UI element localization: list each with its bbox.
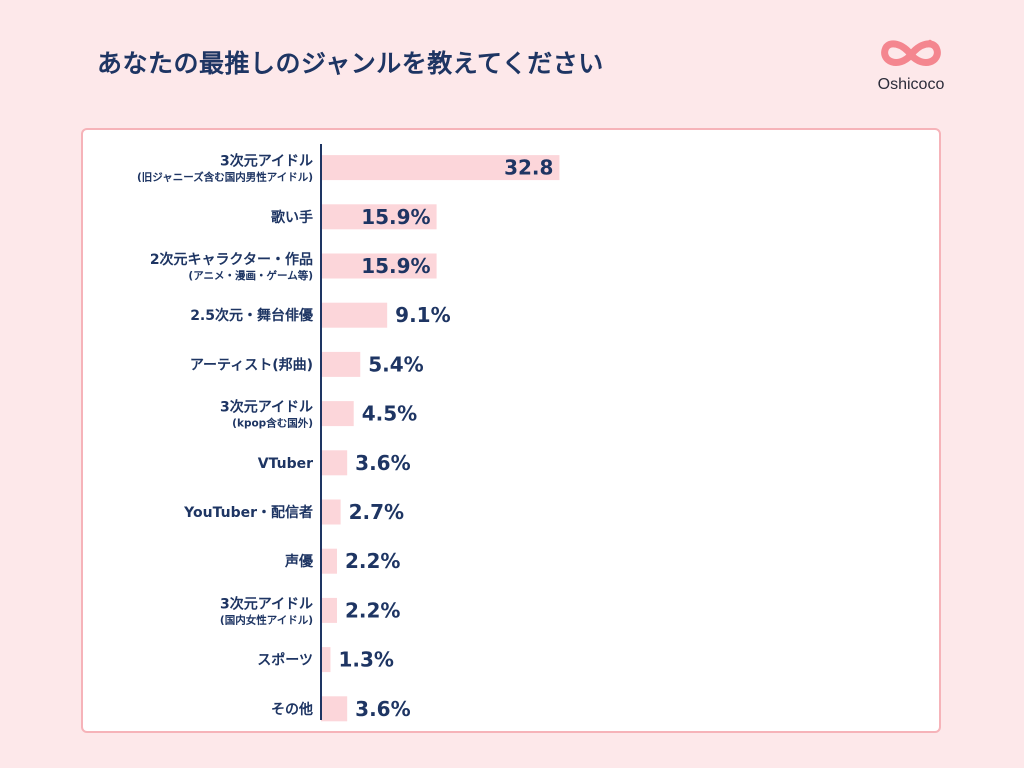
value-label: 32.8 [504,156,553,180]
chart-title: あなたの最推しのジャンルを教えてください [97,49,604,78]
bar-10 [321,597,337,623]
bar-7 [321,450,348,476]
value-label: 15.9% [361,254,430,278]
category-sublabel: (アニメ・漫画・ゲーム等) [188,269,313,282]
category-label: 2次元キャラクター・作品 [150,251,313,268]
bar-6 [321,401,354,427]
value-label: 4.5% [362,402,417,426]
category-label: YouTuber・配信者 [183,504,313,521]
bar-1 [321,155,560,181]
category-label: 3次元アイドル [220,399,313,416]
value-label: 9.1% [395,303,450,327]
value-label: 15.9% [361,205,430,229]
value-label: 2.7% [349,500,404,524]
chart-panel: 3次元アイドル (旧ジャニーズ含む国内男性アイドル) 32.8 歌い手 15.9% 2次元… [81,128,941,733]
brand-name: Oshicoco [877,76,945,93]
value-label: 1.3% [338,648,393,672]
infinity-heart-icon [881,39,941,66]
value-label: 2.2% [345,549,400,573]
bar-9 [321,548,337,574]
category-sublabel: (kpop含む国外) [232,417,313,430]
value-label: 2.2% [345,598,400,622]
category-label: 3次元アイドル [220,153,313,170]
value-label: 3.6% [355,451,410,475]
bar-5 [321,351,361,377]
category-label: 声優 [284,553,314,570]
category-label: 3次元アイドル [220,595,313,612]
category-sublabel: (旧ジャニーズ含む国内男性アイドル) [137,171,313,184]
category-label: その他 [271,701,313,718]
value-label: 3.6% [355,697,410,721]
bar-12 [321,696,348,722]
bar-3 [321,253,437,279]
bar-2 [321,204,437,230]
bar-4 [321,302,388,328]
brand-logo: Oshicoco [866,36,956,100]
category-label: 2.5次元・舞台俳優 [190,307,314,324]
category-label: 歌い手 [271,209,313,226]
bar-11 [321,647,331,673]
category-label: アーティスト(邦曲) [190,356,313,373]
value-label: 5.4% [368,352,423,376]
bar-8 [321,499,341,525]
category-label: スポーツ [257,652,313,669]
category-label: VTuber [258,456,313,472]
category-sublabel: (国内女性アイドル) [220,613,313,626]
